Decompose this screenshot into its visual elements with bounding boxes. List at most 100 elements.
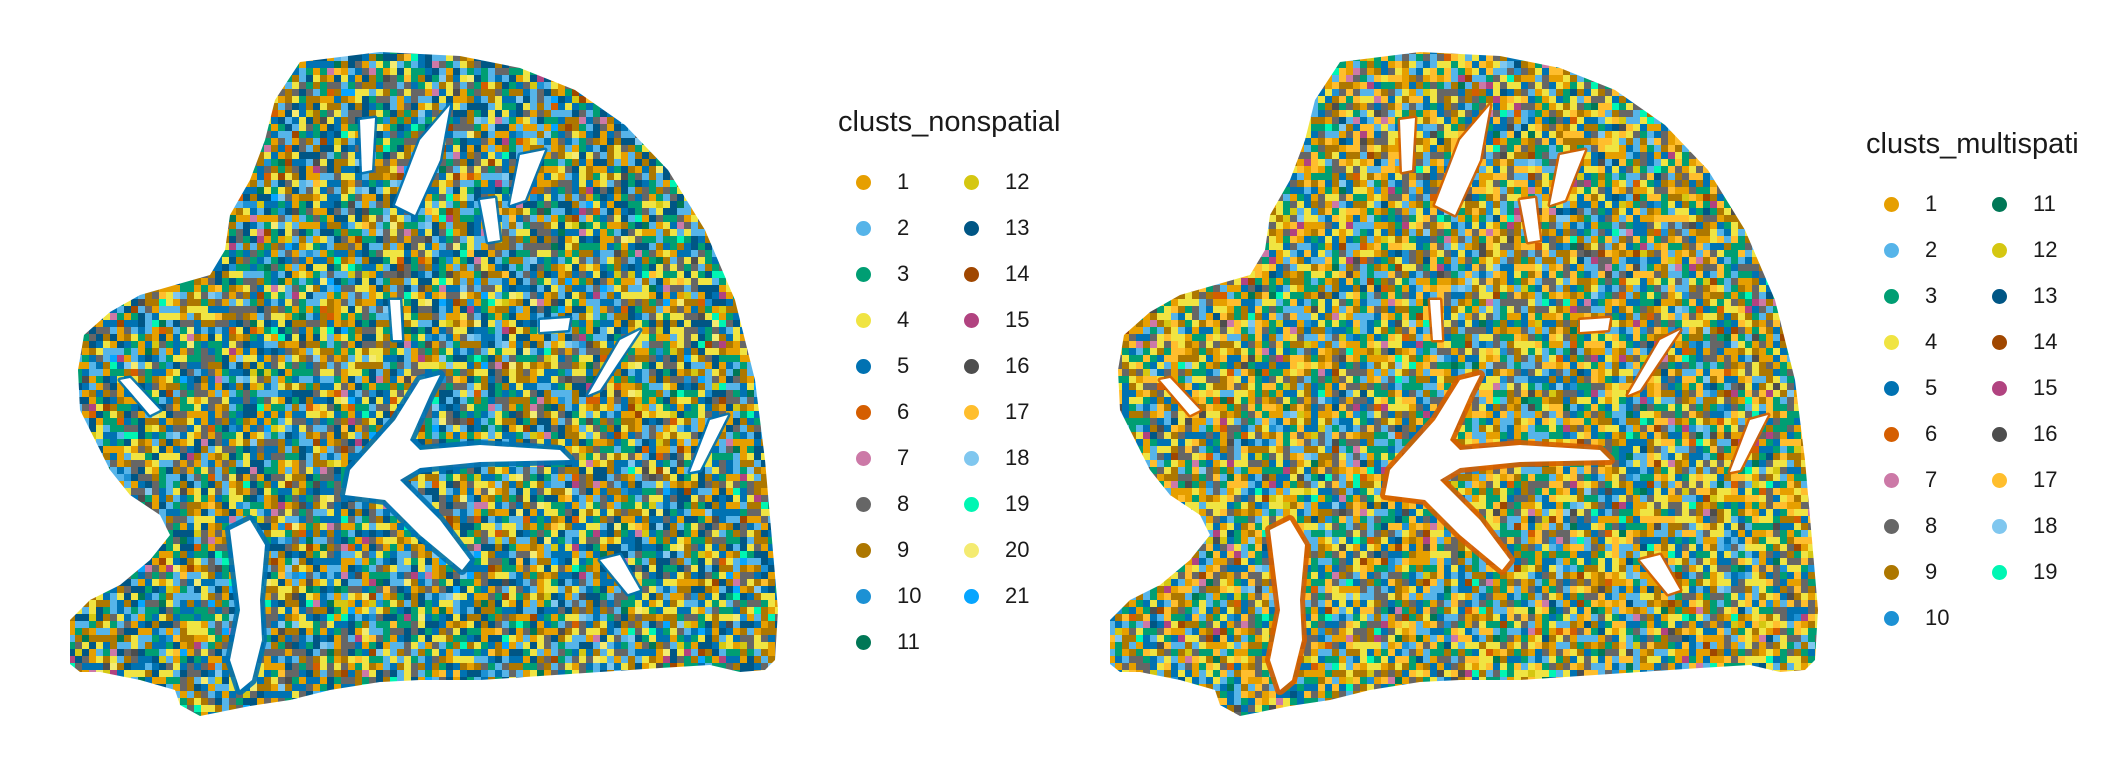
vessel-lumen — [588, 330, 640, 395]
legend-nonspatial: clusts_nonspatial 1 2 3 4 5 6 7 8 9 10 11 12 13 14 15 1… — [838, 106, 1060, 665]
legend-item: 9 — [838, 527, 946, 573]
vessel-lumen — [360, 118, 375, 172]
legend-label: 19 — [1005, 491, 1029, 517]
legend-key-dot — [1884, 518, 1899, 534]
legend-item: 5 — [838, 343, 946, 389]
legend-key-dot — [856, 404, 871, 420]
vessel-lumen — [345, 375, 570, 570]
legend-item: 6 — [1866, 411, 1974, 457]
legend-key-dot — [1992, 564, 2007, 580]
legend-key-dot — [1992, 196, 2007, 212]
legend-item: 4 — [838, 297, 946, 343]
legend-label: 10 — [897, 583, 921, 609]
legend-item: 8 — [1866, 503, 1974, 549]
legend-key-dot — [964, 542, 979, 558]
legend-label: 7 — [897, 445, 909, 471]
legend-item: 14 — [1974, 319, 2082, 365]
legend-columns: 1 2 3 4 5 6 7 8 9 10 11 12 13 14 15 16 17 18 19 20 21 — [838, 159, 1060, 665]
legend-label: 16 — [1005, 353, 1029, 379]
legend-label: 2 — [897, 215, 909, 241]
vessel-lumen — [120, 378, 160, 415]
legend-label: 17 — [2033, 467, 2057, 493]
legend-label: 7 — [1925, 467, 1937, 493]
legend-column: 12 13 14 15 16 17 18 19 20 21 — [946, 159, 1054, 665]
legend-label: 16 — [2033, 421, 2057, 447]
legend-key-dot — [856, 220, 871, 236]
vessel-lumen — [600, 555, 640, 594]
legend-label: 9 — [897, 537, 909, 563]
vessel-lumen — [1270, 520, 1305, 690]
legend-label: 14 — [2033, 329, 2057, 355]
legend-label: 11 — [897, 629, 920, 655]
vessel-lumen — [1160, 378, 1200, 415]
panel-nonspatial: clusts_nonspatial 1 2 3 4 5 6 7 8 9 10 11 12 13 14 15 1… — [0, 0, 1060, 768]
legend-item: 10 — [1866, 595, 1974, 641]
legend-key-dot — [964, 496, 979, 512]
legend-label: 8 — [897, 491, 909, 517]
legend-key-dot — [856, 542, 871, 558]
legend-item: 19 — [946, 481, 1054, 527]
legend-item: 5 — [1866, 365, 1974, 411]
tissue-scatter-nonspatial — [70, 52, 778, 716]
legend-item: 12 — [1974, 227, 2082, 273]
legend-item: 15 — [1974, 365, 2082, 411]
legend-label: 17 — [1005, 399, 1029, 425]
vessel-lumen — [1435, 105, 1490, 215]
legend-label: 6 — [1925, 421, 1937, 447]
legend-label: 1 — [1925, 191, 1937, 217]
legend-label: 9 — [1925, 559, 1937, 585]
vessel-lumen — [1550, 150, 1585, 205]
legend-item: 13 — [1974, 273, 2082, 319]
legend-label: 1 — [897, 169, 909, 195]
legend-label: 6 — [897, 399, 909, 425]
legend-item: 17 — [946, 389, 1054, 435]
legend-label: 5 — [897, 353, 909, 379]
vessel-lumen — [1430, 300, 1442, 340]
legend-item: 9 — [1866, 549, 1974, 595]
legend-label: 13 — [1005, 215, 1029, 241]
legend-key-dot — [1884, 288, 1899, 304]
legend-item: 7 — [1866, 457, 1974, 503]
legend-item: 1 — [838, 159, 946, 205]
vessel-lumen — [510, 150, 545, 205]
vessel-lumen — [1400, 118, 1415, 172]
legend-item: 14 — [946, 251, 1054, 297]
legend-item: 3 — [1866, 273, 1974, 319]
legend-key-dot — [964, 266, 979, 282]
legend-multispati: clusts_multispati 1 2 3 4 5 6 7 8 9 10 11 12 13 14 15 1… — [1866, 128, 2082, 641]
legend-key-dot — [1992, 288, 2007, 304]
tissue-spots — [1110, 52, 1818, 716]
legend-column: 1 2 3 4 5 6 7 8 9 10 11 — [838, 159, 946, 665]
legend-label: 4 — [1925, 329, 1937, 355]
vessel-lumen — [1580, 318, 1610, 332]
legend-column: 1 2 3 4 5 6 7 8 9 10 — [1866, 181, 1974, 641]
legend-label: 8 — [1925, 513, 1937, 539]
legend-columns: 1 2 3 4 5 6 7 8 9 10 11 12 13 14 15 16 17 18 19 — [1866, 181, 2082, 641]
legend-item: 15 — [946, 297, 1054, 343]
legend-item: 19 — [1974, 549, 2082, 595]
legend-item: 20 — [946, 527, 1054, 573]
legend-item: 4 — [1866, 319, 1974, 365]
legend-key-dot — [1884, 334, 1899, 350]
legend-label: 15 — [2033, 375, 2057, 401]
legend-key-dot — [1992, 334, 2007, 350]
legend-key-dot — [856, 358, 871, 374]
legend-key-dot — [964, 312, 979, 328]
legend-label: 15 — [1005, 307, 1029, 333]
legend-key-dot — [964, 358, 979, 374]
legend-title: clusts_nonspatial — [838, 106, 1060, 139]
legend-item: 16 — [1974, 411, 2082, 457]
vessel-lumen — [1628, 330, 1680, 395]
legend-key-dot — [1992, 380, 2007, 396]
legend-key-dot — [964, 450, 979, 466]
legend-item: 6 — [838, 389, 946, 435]
legend-label: 3 — [1925, 283, 1937, 309]
legend-key-dot — [1992, 518, 2007, 534]
legend-title: clusts_multispati — [1866, 128, 2082, 161]
legend-key-dot — [856, 266, 871, 282]
legend-item: 1 — [1866, 181, 1974, 227]
legend-key-dot — [856, 588, 871, 604]
legend-key-dot — [1884, 196, 1899, 212]
legend-key-dot — [1884, 242, 1899, 258]
legend-key-dot — [964, 220, 979, 236]
